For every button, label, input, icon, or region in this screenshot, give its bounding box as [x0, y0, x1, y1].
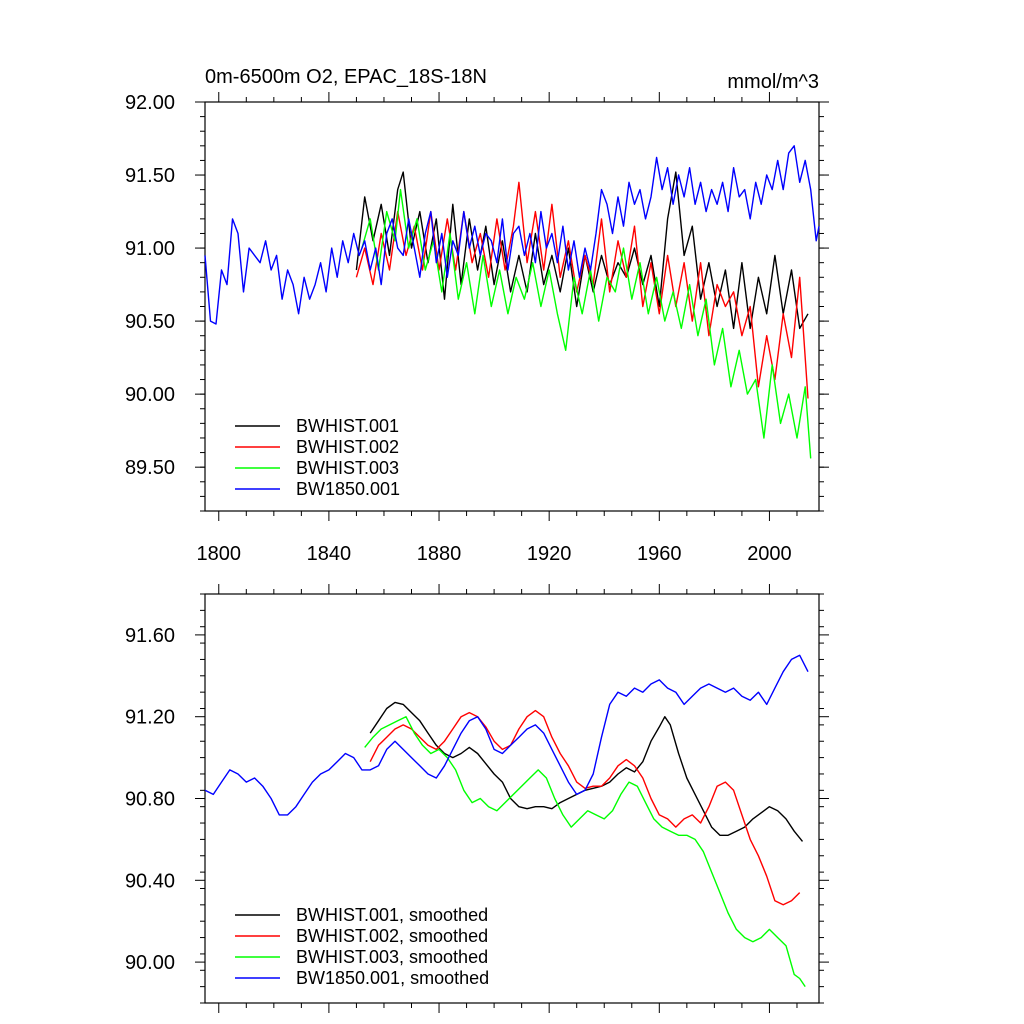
y-tick-label: 90.80 — [125, 789, 175, 811]
y-tick-label: 89.50 — [125, 457, 175, 479]
series-line-bwhist-003-smoothed — [364, 716, 806, 987]
legend-label: BW1850.001, smoothed — [296, 968, 489, 988]
y-tick-label: 91.60 — [125, 625, 175, 647]
legend-label: BWHIST.002, smoothed — [296, 926, 488, 946]
top-panel: 0m-6500m O2, EPAC_18S-18N mmol/m^3 1800 1… — [125, 66, 829, 565]
x-tick-label: 1880 — [417, 543, 462, 565]
legend-label: BWHIST.003, smoothed — [296, 947, 488, 967]
y-tick-label: 91.20 — [125, 707, 175, 729]
y-tick-label: 92.00 — [125, 92, 175, 114]
y-tick-label: 91.00 — [125, 238, 175, 260]
bottom-panel: 91.60 91.20 90.80 90.40 90.00 BWHIST.001, sm… — [125, 584, 829, 1013]
y-tick-label: 90.00 — [125, 952, 175, 974]
chart-title: 0m-6500m O2, EPAC_18S-18N — [205, 66, 487, 88]
x-tick-label: 2000 — [747, 543, 792, 565]
legend-label: BW1850.001 — [296, 479, 400, 499]
series-line-bwhist-001-smoothed — [369, 701, 804, 842]
x-tick-label: 1800 — [197, 543, 242, 565]
y-tick-label: 90.50 — [125, 311, 175, 333]
y-tick-label: 91.50 — [125, 165, 175, 187]
series-line-bw1850-001 — [204, 145, 820, 325]
units-label: mmol/m^3 — [727, 71, 819, 93]
legend-label: BWHIST.002 — [296, 437, 399, 457]
y-tick-label: 90.40 — [125, 870, 175, 892]
series-line-bw1850-001-smoothed — [204, 654, 809, 816]
legend-label: BWHIST.001, smoothed — [296, 905, 488, 925]
legend-label: BWHIST.003 — [296, 458, 399, 478]
x-tick-label: 1840 — [307, 543, 352, 565]
y-tick-label: 90.00 — [125, 384, 175, 406]
legend-label: BWHIST.001 — [296, 416, 399, 436]
x-tick-label: 1960 — [637, 543, 682, 565]
x-tick-label: 1920 — [527, 543, 572, 565]
series-line-bwhist-002-smoothed — [369, 709, 801, 906]
